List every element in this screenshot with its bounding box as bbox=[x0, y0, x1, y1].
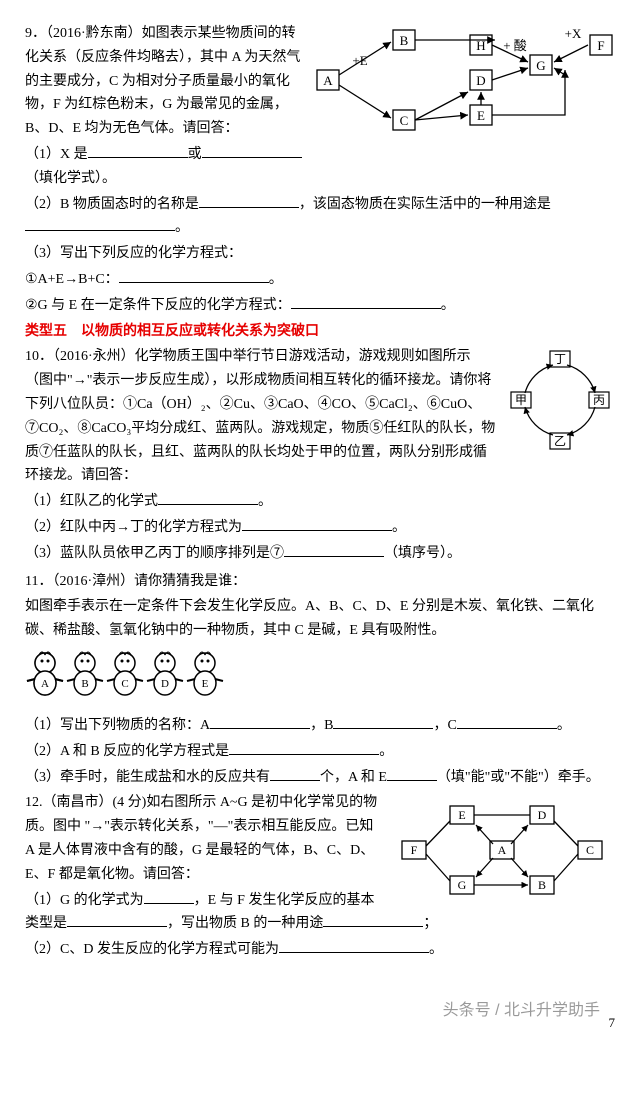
q11-sub3-mid: 个，A 和 E bbox=[320, 770, 387, 785]
q12-sub1-pre: （1）G 的化学式为 bbox=[25, 893, 144, 908]
q9-sub2-pre: （2）B 物质固态时的名称是 bbox=[25, 197, 199, 212]
q9-sub2-mid: ，该固态物质在实际生活中的一种用途是 bbox=[299, 197, 551, 212]
q10-sub1-pre: （1）红队乙的化学式 bbox=[25, 494, 158, 509]
q10-sub2-pre: （2）红队中丙→丁的化学方程式为 bbox=[25, 520, 242, 535]
q10-sub3-post: （填序号）。 bbox=[384, 546, 461, 561]
q10-diagram: 丁 乙 甲 丙 bbox=[505, 345, 615, 455]
svg-text:B: B bbox=[538, 878, 546, 892]
svg-text:F: F bbox=[597, 38, 604, 53]
q9-sub3: （3）写出下列反应的化学方程式： bbox=[25, 242, 615, 266]
svg-text:G: G bbox=[536, 58, 545, 73]
svg-text:+X: +X bbox=[565, 26, 582, 41]
svg-text:+ 酸: + 酸 bbox=[503, 38, 527, 53]
svg-text:E: E bbox=[458, 808, 465, 822]
q9-diagram: A B C D H E G F +E + 酸 +X bbox=[315, 20, 615, 145]
q9-sub1: （1）X 是 或 （填化学式）。 bbox=[25, 143, 615, 191]
q11-sub1-pre: （1）写出下列物质的名称：A bbox=[25, 718, 210, 733]
q11-sub3-post: （填"能"或"不能"）牵手。 bbox=[437, 770, 600, 785]
q11-sub1: （1）写出下列物质的名称：A ，B ，C 。 bbox=[25, 714, 615, 738]
svg-text:C: C bbox=[586, 843, 594, 857]
q12-sub1-post: ； bbox=[423, 916, 437, 931]
q9-eq1: ①A+E→B+C：。 bbox=[25, 268, 615, 292]
q11-sub3: （3）牵手时，能生成盐和水的反应共有 个，A 和 E （填"能"或"不能"）牵手。 bbox=[25, 766, 615, 790]
svg-text:C: C bbox=[121, 678, 128, 690]
q10-sub2-post: 。 bbox=[392, 520, 406, 535]
q10-sub1: （1）红队乙的化学式 。 bbox=[25, 490, 615, 514]
svg-text:C: C bbox=[400, 113, 409, 128]
svg-text:B: B bbox=[400, 33, 409, 48]
q11-hands-diagram: A B C D E bbox=[25, 651, 615, 706]
q9-sub2-post: 。 bbox=[175, 220, 189, 235]
svg-text:E: E bbox=[202, 678, 209, 690]
q12-sub2: （2）C、D 发生反应的化学方程式可能为 。 bbox=[25, 938, 615, 962]
svg-text:E: E bbox=[477, 108, 485, 123]
svg-text:乙: 乙 bbox=[554, 434, 566, 448]
q11-sub2-post: 。 bbox=[379, 744, 393, 759]
page-number: 7 bbox=[609, 1012, 616, 1034]
q10-sub3: （3）蓝队队员依甲乙丙丁的顺序排列是⑦ （填序号）。 bbox=[25, 542, 615, 566]
q9-eq2: ②G 与 E 在一定条件下反应的化学方程式：。 bbox=[25, 294, 615, 318]
heading5: 类型五 以物质的相互反应或转化关系为突破口 bbox=[25, 320, 615, 344]
q11-sub1-b: ，B bbox=[310, 718, 333, 733]
q12-sub2-pre: （2）C、D 发生反应的化学方程式可能为 bbox=[25, 942, 279, 957]
q9-sub2: （2）B 物质固态时的名称是 ，该固态物质在实际生活中的一种用途是。 bbox=[25, 193, 615, 241]
q9-eq2-label: ②G 与 E 在一定条件下反应的化学方程式： bbox=[25, 298, 291, 313]
svg-text:丙: 丙 bbox=[593, 393, 605, 407]
q11-sub3-pre: （3）牵手时，能生成盐和水的反应共有 bbox=[25, 770, 270, 785]
svg-text:A: A bbox=[498, 843, 507, 857]
svg-text:D: D bbox=[161, 678, 169, 690]
q11-intro: 11．（2016·漳州）请你猜猜我是谁： bbox=[25, 570, 615, 594]
svg-text:丁: 丁 bbox=[554, 352, 566, 366]
svg-text:A: A bbox=[41, 678, 49, 690]
svg-text:B: B bbox=[81, 678, 88, 690]
q10-sub1-post: 。 bbox=[258, 494, 272, 509]
q9-eq1-label: ①A+E→B+C： bbox=[25, 272, 119, 287]
q12-sub1-mid2: ，写出物质 B 的一种用途 bbox=[167, 916, 323, 931]
svg-text:F: F bbox=[411, 843, 418, 857]
svg-text:甲: 甲 bbox=[515, 393, 527, 407]
q12-sub2-post: 。 bbox=[429, 942, 443, 957]
svg-text:D: D bbox=[476, 73, 485, 88]
svg-text:A: A bbox=[323, 73, 333, 88]
q11-sub2-pre: （2）A 和 B 反应的化学方程式是 bbox=[25, 744, 229, 759]
q12-diagram: A E D G B F C bbox=[390, 791, 615, 911]
watermark: 头条号 / 北斗升学助手 bbox=[443, 997, 600, 1024]
q10-sub3-pre: （3）蓝队队员依甲乙丙丁的顺序排列是⑦ bbox=[25, 546, 284, 561]
q11-sub2: （2）A 和 B 反应的化学方程式是 。 bbox=[25, 740, 615, 764]
svg-text:G: G bbox=[458, 878, 467, 892]
q11-sub1-post: 。 bbox=[557, 718, 571, 733]
q9-sub1-mid: 或 bbox=[188, 147, 202, 162]
q10-sub2: （2）红队中丙→丁的化学方程式为 。 bbox=[25, 516, 615, 540]
q9-sub1-post: （填化学式）。 bbox=[25, 171, 116, 186]
q11-sub1-c: ，C bbox=[433, 718, 456, 733]
svg-text:D: D bbox=[538, 808, 547, 822]
q9-sub1-pre: （1）X 是 bbox=[25, 147, 88, 162]
q11-body: 如图牵手表示在一定条件下会发生化学反应。A、B、C、D、E 分别是木炭、氧化铁、… bbox=[25, 595, 615, 643]
